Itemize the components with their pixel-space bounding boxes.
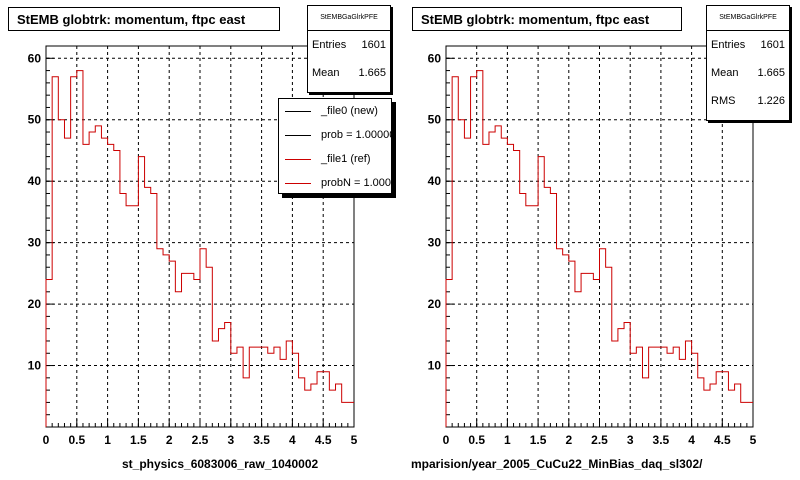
left-stats-name: StEMBGaGlrkPFE	[308, 6, 390, 31]
p0-y-tick-label: 40	[28, 174, 42, 188]
p1-y-tick-label: 10	[428, 359, 442, 373]
left-stats-box: StEMBGaGlrkPFE Entries 1601 Mean 1.665	[307, 5, 391, 93]
legend-entry-file1: _file1 (ref)	[279, 147, 391, 171]
right-stats-entries: Entries 1601	[707, 31, 789, 59]
left-stats-mean: Mean 1.665	[308, 59, 390, 87]
p1-x-tick-label: 5	[750, 433, 757, 447]
left-chart-title: StEMB globtrk: momentum, ftpc east	[8, 7, 280, 31]
p0-y-tick-label: 50	[28, 113, 42, 127]
p0-x-tick-label: 5	[351, 433, 358, 447]
right-stats-mean: Mean 1.665	[707, 59, 789, 87]
right-stats-box: StEMBGaGlrkPFE Entries 1601 Mean 1.665 R…	[706, 5, 790, 121]
legend-label-file1: _file1 (ref)	[321, 153, 371, 165]
p0-x-tick-label: 1.5	[130, 433, 147, 447]
p1-plot-frame	[445, 45, 754, 428]
p1-x-tick-label: 1	[504, 433, 511, 447]
p1-x-tick-label: 3	[627, 433, 634, 447]
legend-entry-probn: probN = 1.000000	[279, 171, 392, 193]
left-entries-value: 1601	[361, 39, 386, 51]
p0-x-tick-label: 4.5	[315, 433, 332, 447]
p0-histogram-series	[45, 70, 354, 427]
p1-x-tick-label: 2.5	[591, 433, 608, 447]
p1-x-tick-label: 1.5	[530, 433, 547, 447]
left-legend: _file0 (new) prob = 1.000000 _file1 (ref…	[278, 98, 392, 194]
p0-x-tick-label: 0	[43, 433, 50, 447]
legend-entry-prob: prob = 1.000000	[279, 123, 391, 147]
left-stats-entries: Entries 1601	[308, 31, 390, 59]
p0-y-tick-label: 20	[28, 297, 42, 311]
legend-line-new	[285, 111, 311, 112]
p1-y-tick-label: 50	[428, 113, 442, 127]
p0-x-tick-label: 2	[166, 433, 173, 447]
p1-x-tick-label: 2	[565, 433, 572, 447]
p0-x-tick-label: 3	[227, 433, 234, 447]
legend-line-ref	[285, 159, 311, 160]
p1-y-tick-label: 40	[428, 174, 442, 188]
p1-y-tick-label: 30	[428, 236, 442, 250]
p0-x-tick-label: 1	[104, 433, 111, 447]
right-mean-value: 1.665	[757, 67, 785, 79]
p1-x-tick-label: 0	[443, 433, 450, 447]
p0-x-tick-label: 0.5	[68, 433, 85, 447]
p0-x-tick-label: 3.5	[253, 433, 270, 447]
p1-y-tick-label: 60	[428, 51, 442, 65]
legend-label-prob: prob = 1.000000	[321, 129, 391, 141]
legend-label-file0: _file0 (new)	[321, 105, 378, 117]
legend-entry-file0: _file0 (new)	[279, 99, 391, 123]
legend-line-prob	[285, 135, 311, 136]
p0-x-tick-label: 2.5	[192, 433, 209, 447]
p0-y-tick-label: 30	[28, 236, 42, 250]
p1-histogram-series	[445, 70, 753, 427]
legend-line-probn	[285, 183, 311, 184]
p1-x-tick-label: 3.5	[653, 433, 670, 447]
legend-label-probn: probN = 1.000000	[321, 177, 392, 189]
right-rms-value: 1.226	[757, 95, 785, 107]
left-entries-label: Entries	[312, 39, 347, 51]
right-stats-name: StEMBGaGlrkPFE	[707, 6, 789, 31]
left-footer-label: st_physics_6083006_raw_1040002	[122, 457, 319, 471]
p1-x-tick-label: 4.5	[714, 433, 731, 447]
p1-x-tick-label: 0.5	[468, 433, 485, 447]
left-mean-label: Mean	[312, 67, 340, 79]
right-entries-label: Entries	[711, 39, 746, 51]
left-mean-value: 1.665	[358, 67, 386, 79]
right-rms-label: RMS	[711, 95, 736, 107]
p1-y-tick-label: 20	[428, 297, 442, 311]
right-footer-label: mparision/year_2005_CuCu22_MinBias_daq_s…	[411, 457, 703, 471]
right-stats-rms: RMS 1.226	[707, 87, 789, 115]
p0-y-tick-label: 10	[28, 359, 42, 373]
right-entries-value: 1601	[760, 39, 785, 51]
p0-y-tick-label: 60	[28, 51, 42, 65]
p1-x-tick-label: 4	[688, 433, 695, 447]
right-chart-title: StEMB globtrk: momentum, ftpc east	[412, 7, 682, 31]
p0-x-tick-label: 4	[289, 433, 296, 447]
right-mean-label: Mean	[711, 67, 739, 79]
